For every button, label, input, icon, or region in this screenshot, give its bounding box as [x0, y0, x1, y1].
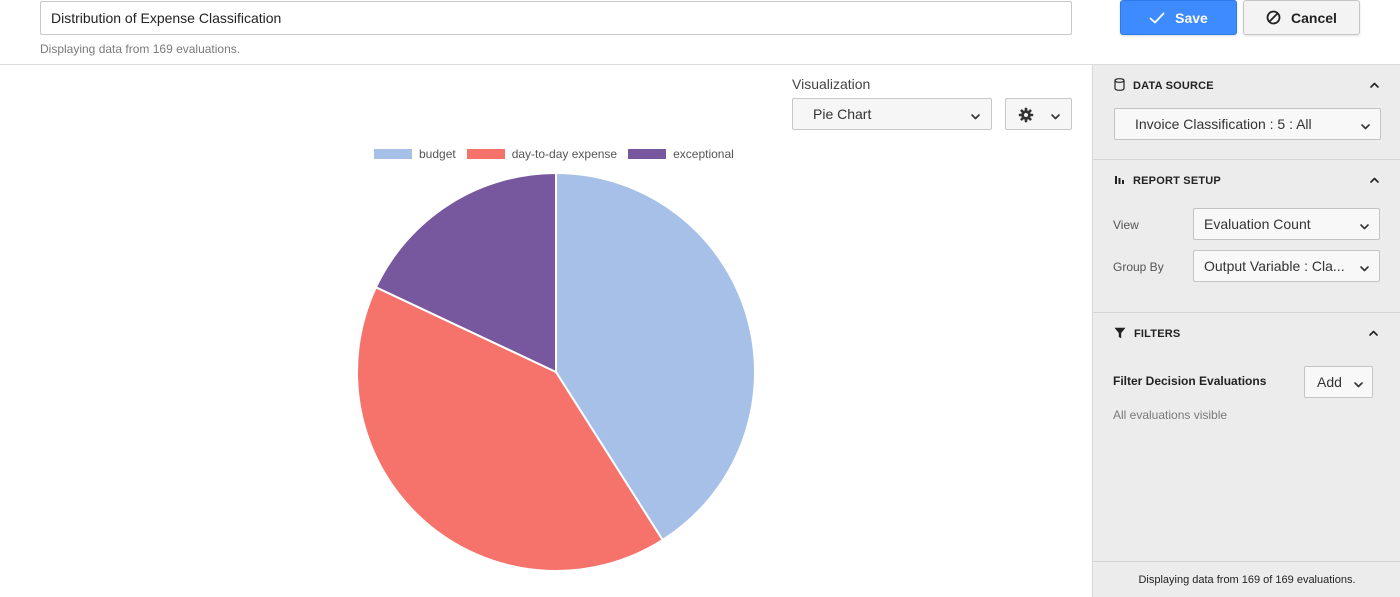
- legend-swatch: [374, 149, 412, 159]
- filter-decision-evaluations-label: Filter Decision Evaluations: [1113, 374, 1267, 388]
- add-filter-button[interactable]: Add: [1304, 366, 1373, 398]
- chevron-up-icon[interactable]: [1369, 173, 1380, 191]
- chart-area: Visualization Pie Chart: [0, 65, 1092, 597]
- cancel-button[interactable]: Cancel: [1243, 0, 1360, 35]
- chevron-down-icon: [1359, 261, 1370, 277]
- cancel-button-label: Cancel: [1291, 9, 1337, 26]
- chevron-up-icon[interactable]: [1369, 78, 1380, 96]
- data-source-select[interactable]: Invoice Classification : 5 : All: [1114, 108, 1381, 140]
- save-button[interactable]: Save: [1120, 0, 1237, 35]
- pie-slice-exceptional[interactable]: [374, 172, 557, 374]
- settings-sidebar: DATA SOURCE Invoice Classification : 5 :…: [1092, 65, 1400, 597]
- view-label: View: [1113, 218, 1139, 232]
- chart-settings-select[interactable]: [1005, 98, 1072, 130]
- filter-status-note: All evaluations visible: [1113, 408, 1228, 422]
- chevron-down-icon: [1360, 119, 1371, 135]
- legend-swatch: [466, 149, 505, 159]
- report-setup-section: REPORT SETUP View Evaluation Count Group…: [1093, 160, 1400, 313]
- ban-icon: [1266, 10, 1281, 25]
- report-title-input[interactable]: [40, 1, 1072, 35]
- report-header: Displaying data from 169 evaluations. Sa…: [0, 0, 1400, 65]
- data-source-section: DATA SOURCE Invoice Classification : 5 :…: [1093, 65, 1400, 160]
- chevron-up-icon[interactable]: [1368, 326, 1379, 344]
- data-source-header[interactable]: DATA SOURCE: [1114, 76, 1214, 96]
- data-source-heading: DATA SOURCE: [1133, 80, 1214, 92]
- data-source-select-value: Invoice Classification : 5 : All: [1135, 116, 1312, 132]
- pie-slice-day-to-day-expense[interactable]: [356, 285, 665, 572]
- group-by-select-value: Output Variable : Cla...: [1204, 258, 1345, 274]
- view-select[interactable]: Evaluation Count: [1193, 208, 1380, 240]
- legend-item[interactable]: exceptional: [628, 147, 734, 161]
- visualization-label: Visualization: [792, 76, 871, 92]
- chevron-down-icon: [1359, 219, 1370, 235]
- bar-chart-icon: [1114, 174, 1125, 188]
- legend-label: day-to-day expense: [511, 147, 618, 161]
- chevron-down-icon: [1353, 377, 1364, 393]
- evaluation-count-subtitle: Displaying data from 169 evaluations.: [40, 42, 241, 56]
- visualization-select[interactable]: Pie Chart: [792, 98, 992, 130]
- add-filter-label: Add: [1317, 374, 1342, 390]
- save-button-label: Save: [1175, 9, 1208, 26]
- gear-icon: [1018, 107, 1034, 126]
- chevron-down-icon: [1050, 109, 1061, 125]
- filters-heading: FILTERS: [1134, 328, 1181, 340]
- group-by-label: Group By: [1113, 260, 1164, 274]
- sidebar-footer-status: Displaying data from 169 of 169 evaluati…: [1093, 561, 1400, 597]
- chevron-down-icon: [970, 109, 981, 125]
- view-select-value: Evaluation Count: [1204, 216, 1311, 232]
- legend-item[interactable]: day-to-day expense: [466, 147, 618, 161]
- pie-chart: [356, 172, 756, 572]
- visualization-select-value: Pie Chart: [813, 106, 872, 122]
- pie-slice-budget[interactable]: [555, 172, 756, 542]
- report-setup-header[interactable]: REPORT SETUP: [1114, 171, 1221, 191]
- database-icon: [1114, 78, 1125, 94]
- legend-label: exceptional: [673, 147, 734, 161]
- funnel-icon: [1114, 327, 1126, 342]
- filters-header[interactable]: FILTERS: [1114, 324, 1180, 344]
- report-setup-heading: REPORT SETUP: [1133, 175, 1221, 187]
- legend-item[interactable]: budget: [374, 147, 456, 161]
- chart-legend: budget day-to-day expense exceptional: [374, 147, 745, 161]
- check-icon: [1149, 12, 1165, 24]
- group-by-select[interactable]: Output Variable : Cla...: [1193, 250, 1380, 282]
- legend-swatch: [628, 149, 667, 159]
- legend-label: budget: [419, 147, 456, 161]
